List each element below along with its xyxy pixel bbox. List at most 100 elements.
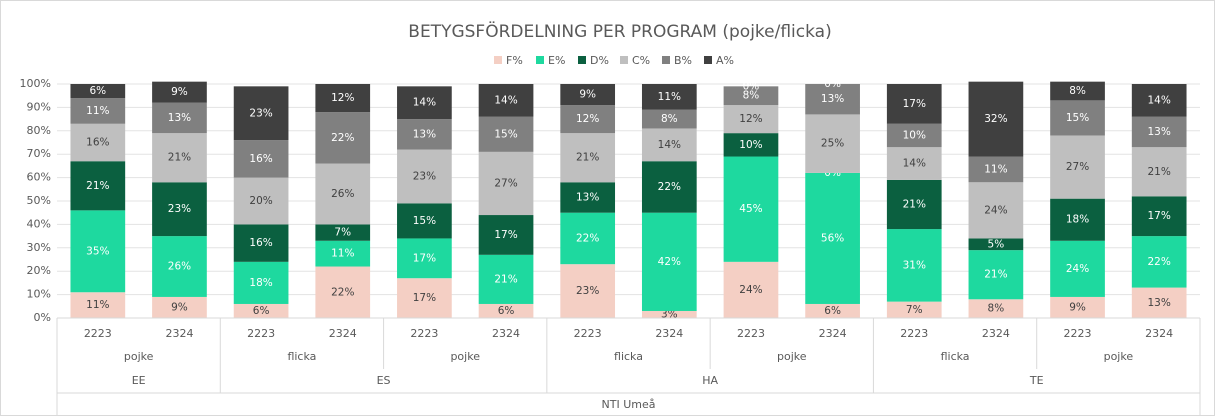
bar-segment — [641, 128, 697, 162]
bar-segment — [315, 163, 371, 225]
data-label: 17% — [903, 98, 926, 110]
bar-segment — [886, 179, 942, 230]
legend-label: F% — [506, 54, 523, 67]
group-label: HA — [702, 374, 718, 387]
data-label: 21% — [86, 180, 109, 192]
data-label: 27% — [494, 177, 517, 189]
data-label: 21% — [984, 269, 1007, 281]
data-label: 12% — [331, 92, 354, 104]
bar-segment — [641, 310, 697, 318]
data-label: 10% — [739, 139, 762, 151]
group-label: TE — [1029, 374, 1044, 387]
data-label: 24% — [739, 284, 762, 296]
data-label: 56% — [821, 232, 844, 244]
x-tick-label: 2223 — [84, 327, 112, 340]
x-tick-label: 2324 — [329, 327, 357, 340]
x-tick-label: 2223 — [1064, 327, 1092, 340]
bar-segment — [70, 292, 126, 318]
bar-segment — [1131, 236, 1187, 288]
data-label: 14% — [413, 97, 436, 109]
legend-swatch — [620, 56, 628, 64]
data-label: 9% — [579, 89, 596, 101]
bar-segment — [233, 140, 289, 178]
data-label: 22% — [576, 232, 599, 244]
bar-segment — [968, 238, 1024, 251]
data-label: 42% — [658, 256, 681, 268]
bar-segment — [478, 84, 534, 117]
data-label: 16% — [86, 137, 109, 149]
data-label: 21% — [494, 273, 517, 285]
bar-segment — [1050, 296, 1105, 318]
top-group-label: NTI Umeå — [602, 398, 656, 411]
bar-segment — [560, 84, 616, 106]
bar-segment — [968, 156, 1024, 183]
data-label: 3% — [661, 308, 678, 320]
bar-segment — [70, 123, 126, 162]
bar-segment — [560, 212, 616, 265]
data-label: 16% — [249, 237, 272, 249]
bar-segment — [805, 84, 860, 115]
data-label: 18% — [249, 277, 272, 289]
legend-label: E% — [548, 54, 565, 67]
y-tick-label: 30% — [27, 241, 51, 254]
bar-segment — [478, 303, 534, 318]
bar-segment — [886, 123, 942, 148]
bar-segment — [70, 84, 126, 99]
data-label: 7% — [334, 227, 351, 239]
subgroup-label: flicka — [614, 350, 643, 363]
legend-label: B% — [674, 54, 692, 67]
data-label: 6% — [824, 305, 841, 317]
bar-segment — [478, 116, 534, 152]
data-label: 31% — [903, 259, 926, 271]
data-label: 22% — [658, 181, 681, 193]
data-label: 16% — [249, 153, 272, 165]
bar-segment — [70, 161, 126, 211]
data-label: 17% — [494, 229, 517, 241]
legend-label: A% — [716, 54, 734, 67]
x-tick-label: 2324 — [165, 327, 193, 340]
data-label: 35% — [86, 245, 109, 257]
bar-segment — [478, 151, 534, 216]
bar-segment — [70, 98, 126, 124]
data-label: 6% — [498, 305, 515, 317]
bar-segment — [315, 240, 371, 267]
bar-segment — [315, 84, 371, 113]
legend-swatch — [536, 56, 544, 64]
data-label: 11% — [86, 105, 109, 117]
y-tick-label: 90% — [27, 100, 51, 113]
data-label: 18% — [1066, 214, 1089, 226]
y-tick-label: 70% — [27, 147, 51, 160]
data-label: 14% — [903, 158, 926, 170]
data-label: 22% — [1148, 256, 1171, 268]
bar-segment — [233, 261, 289, 304]
bar-segment — [397, 238, 452, 279]
data-label: 26% — [331, 188, 354, 200]
bar-segment — [1131, 196, 1187, 237]
data-label: 11% — [984, 163, 1007, 175]
bar-segment — [478, 254, 534, 304]
legend-swatch — [662, 56, 670, 64]
data-label: 23% — [413, 170, 436, 182]
x-tick-label: 2223 — [737, 327, 765, 340]
data-label: 14% — [658, 139, 681, 151]
data-label: 0% — [743, 80, 760, 92]
group-label: ES — [377, 374, 391, 387]
subgroup-label: flicka — [941, 350, 970, 363]
chart-title: BETYGSFÖRDELNING PER PROGRAM (pojke/flic… — [408, 20, 831, 42]
subgroup-label: pojke — [450, 350, 480, 363]
data-label: 13% — [168, 112, 191, 124]
x-tick-label: 2223 — [574, 327, 602, 340]
data-label: 8% — [1069, 85, 1086, 97]
data-label: 9% — [171, 301, 188, 313]
bar-segment — [886, 229, 942, 302]
data-label: 0% — [824, 78, 841, 90]
data-label: 14% — [1148, 94, 1171, 106]
bar-segment — [641, 161, 697, 213]
legend-swatch — [578, 56, 586, 64]
bar-segment — [397, 149, 452, 204]
data-label: 25% — [821, 138, 844, 150]
bar-segment — [1050, 135, 1105, 199]
bar-segment — [70, 210, 126, 293]
bar-segment — [641, 84, 697, 110]
data-label: 15% — [1066, 112, 1089, 124]
